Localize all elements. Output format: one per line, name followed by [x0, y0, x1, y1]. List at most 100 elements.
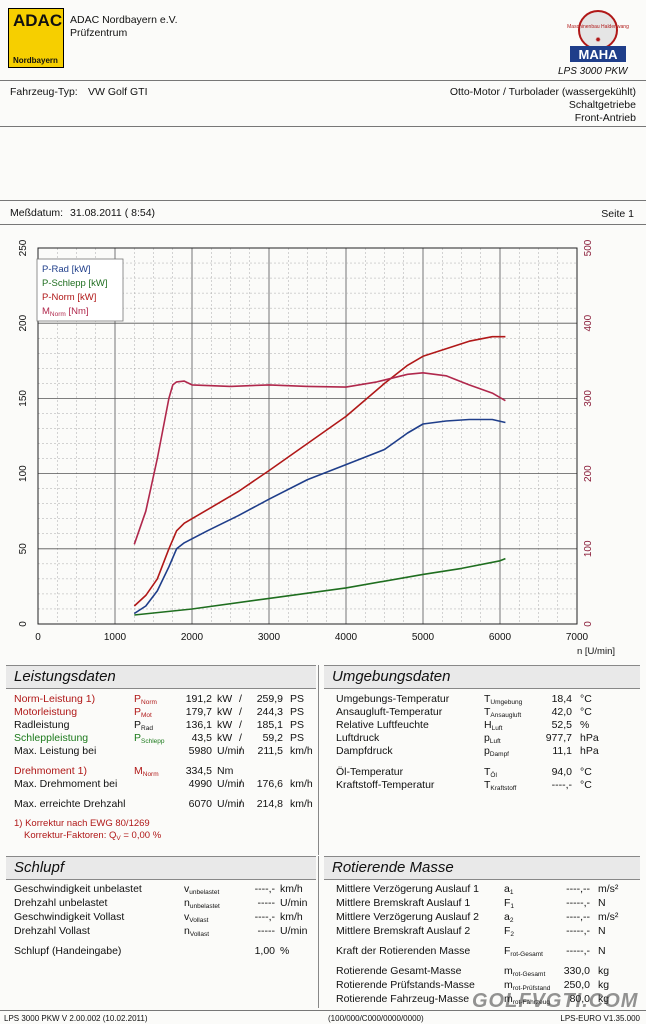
umgebung-value: 18,4 [551, 693, 572, 705]
y-right-tick-label: 300 [583, 390, 594, 407]
leistung-symbol: PRad [134, 719, 153, 732]
footer-right: LPS-EURO V1.35.000 [560, 1014, 640, 1023]
umgebung-symbol: HLuft [484, 719, 503, 732]
umgebung-symbol: TÖl [484, 766, 497, 779]
schlupf-label: Drehzahl Vollast [14, 925, 90, 937]
watermark: GOLFVGTI.COM [472, 990, 639, 1012]
schlupf-value: ----,- [254, 883, 275, 895]
leistung-header: Leistungsdaten [6, 665, 316, 689]
drehmoment-symbol: MNorm [134, 765, 159, 778]
x-tick-label: 1000 [104, 632, 127, 643]
drive-type: Front-Antrieb [574, 112, 636, 124]
leistung-unit-ps: PS [290, 732, 305, 744]
plot-frame [37, 247, 578, 625]
y-left-tick-label: 200 [18, 314, 29, 331]
drehmoment-label: Drehmoment 1) [14, 765, 87, 777]
series-m-norm [133, 372, 506, 545]
legend-p-norm: P-Norm [kW] [42, 292, 96, 303]
umgebung-label: Öl-Temperatur [336, 766, 404, 778]
masse-value: -----,- [566, 945, 590, 957]
masse-symbol: a1 [504, 883, 514, 896]
schlupf-symbol: nVollast [184, 925, 209, 938]
masse-value: 250,0 [563, 979, 590, 991]
series-p-norm [133, 335, 506, 607]
footer-left: LPS 3000 PKW V 2.00.002 (10.02.2011) [4, 1014, 148, 1023]
schlupf-label: Geschwindigkeit Vollast [14, 911, 125, 923]
umgebung-unit: °C [580, 706, 592, 718]
masse-label: Rotierende Fahrzeug-Masse [336, 993, 470, 1005]
schlupf-symbol: vunbelastet [184, 883, 220, 896]
umgebung-unit: % [580, 719, 590, 731]
umgebung-symbol: pDampf [484, 745, 509, 758]
masse-unit: kg [598, 993, 610, 1005]
drehmoment-unit: Nm [217, 765, 234, 777]
leistung-slash: / [239, 732, 242, 744]
masse-value: -----,- [566, 925, 590, 937]
chart-ticks: 0 1000 2000 3000 4000 5000 6000 700005010015020… [18, 239, 594, 643]
leistung-unit-kw: kW [217, 732, 233, 744]
leistung-value-kw: 191,2 [185, 693, 212, 705]
umgebung-label: Umgebungs-Temperatur [336, 693, 450, 705]
masse-label: Mittlere Verzögerung Auslauf 2 [336, 911, 480, 923]
masse-label: Rotierende Gesamt-Masse [336, 965, 462, 977]
umgebung-unit: hPa [580, 745, 599, 757]
x-axis-label: n [U/min] [577, 646, 615, 657]
org-name: ADAC Nordbayern e.V. [70, 14, 178, 26]
schlupf-unit: U/min [280, 925, 308, 937]
max-drehzahl-unit-2: km/h [290, 798, 313, 810]
max-leistung-label: Max. Leistung bei [14, 745, 97, 757]
schlupf-header: Schlupf [6, 856, 316, 880]
leistung-slash: / [239, 719, 242, 731]
y-left-tick-label: 50 [18, 543, 29, 555]
schlupf-hand-value: 1,00 [254, 945, 275, 957]
masse-value: ----,-- [566, 883, 590, 895]
leistung-slash: / [239, 706, 242, 718]
legend-m-norm: MNorm [Nm] [42, 306, 89, 318]
schlupf-unit: U/min [280, 897, 308, 909]
masse-symbol: F1 [504, 897, 515, 910]
leistung-label: Radleistung [14, 719, 70, 731]
masse-value: -----,- [566, 897, 590, 909]
footer-mid: (100/000/C000/0000/0000) [328, 1014, 424, 1023]
masse-unit: m/s² [598, 883, 619, 895]
masse-unit: N [598, 945, 606, 957]
leistung-unit-kw: kW [217, 719, 233, 731]
umgebung-header: Umgebungsdaten [324, 665, 640, 689]
x-tick-label: 3000 [258, 632, 281, 643]
umgebung-unit: °C [580, 766, 592, 778]
max-drehzahl-unit-1: U/min [217, 798, 245, 810]
measure-date-value: 31.08.2011 ( 8:54) [70, 207, 156, 219]
y-right-tick-label: 0 [583, 621, 594, 627]
max-leistung-value-2: 211,5 [257, 745, 284, 757]
masse-label: Mittlere Bremskraft Auslauf 1 [336, 897, 471, 909]
y-left-tick-label: 0 [18, 621, 29, 627]
umgebung-label: Dampfdruck [336, 745, 393, 757]
masse-symbol: mrot-Fahrzeug [504, 993, 550, 1006]
umgebung-label: Relative Luftfeuchte [336, 719, 429, 731]
leistung-label: Norm-Leistung 1) [14, 693, 96, 705]
chart-lines [133, 335, 506, 616]
adac-logo: ADAC Nordbayern [8, 8, 64, 68]
schlupf-unit: km/h [280, 911, 303, 923]
umgebung-symbol: pLuft [484, 732, 501, 745]
masse-unit: N [598, 897, 606, 909]
maha-ring-text: Maschinenbau Haldenwang [567, 24, 629, 30]
org-sub: Prüfzentrum [70, 27, 128, 39]
masse-symbol: a2 [504, 911, 514, 924]
max-leistung-value-1: 5980 [188, 745, 212, 757]
masse-unit: kg [598, 965, 610, 977]
legend-p-schlepp: P-Schlepp [kW] [42, 278, 107, 289]
leistung-label: Motorleistung [14, 706, 78, 718]
x-tick-label: 7000 [566, 632, 589, 643]
leistung-value-kw: 179,7 [185, 706, 212, 718]
x-tick-label: 6000 [489, 632, 512, 643]
y-right-tick-label: 400 [583, 314, 594, 331]
series-p-schlepp [134, 557, 506, 616]
schlupf-unit: km/h [280, 883, 303, 895]
maha-text: MAHA [579, 47, 619, 62]
leistung-symbol: PSchlepp [134, 732, 165, 745]
umgebung-unit: hPa [580, 732, 599, 744]
max-leistung-unit-1: U/min [217, 745, 245, 757]
max-drehmoment-slash: / [239, 778, 242, 790]
umgebung-value: 42,0 [551, 706, 572, 718]
